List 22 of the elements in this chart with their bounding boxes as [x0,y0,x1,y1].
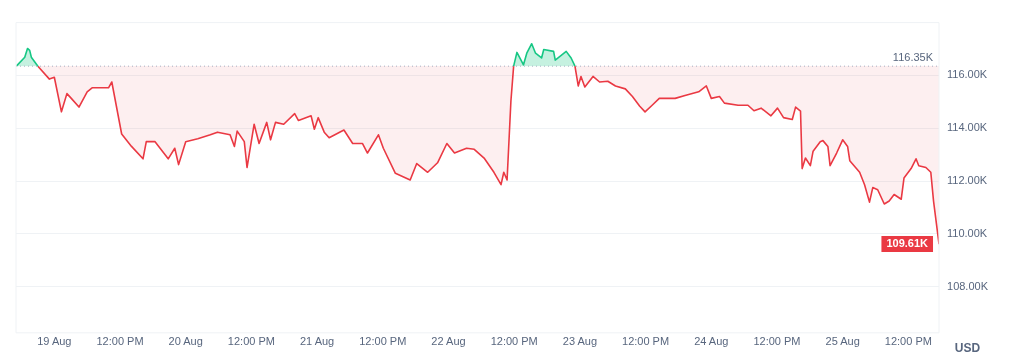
x-tick-label: 12:00 PM [753,335,801,348]
x-tick-label: 23 Aug [562,335,598,348]
x-tick-label: 24 Aug [694,335,729,348]
y-tick-label: 110.00K [947,226,988,239]
x-tick-label: 12:00 PM [884,335,932,348]
x-tick-label: 12:00 PM [359,335,407,348]
y-tick-label: 116.00K [947,68,988,81]
x-tick-label: 12:00 PM [622,335,670,348]
x-tick-label: 25 Aug [825,335,860,348]
x-tick-label: 19 Aug [37,335,72,348]
y-axis-title: USD [954,341,981,356]
x-tick-label: 12:00 PM [96,335,144,348]
y-tick-label: 114.00K [947,121,988,134]
x-tick-label: 20 Aug [168,335,203,348]
x-tick-label: 12:00 PM [490,335,538,348]
annotation: 109.61K [886,237,929,250]
ref-line-label: 116.35K [892,50,934,63]
y-tick-label: 112.00K [947,174,988,187]
x-tick-label: 21 Aug [299,335,335,348]
x-tick-label: 12:00 PM [227,335,275,348]
y-tick-label: 108.00K [947,279,989,292]
x-tick-label: 22 Aug [431,335,466,348]
